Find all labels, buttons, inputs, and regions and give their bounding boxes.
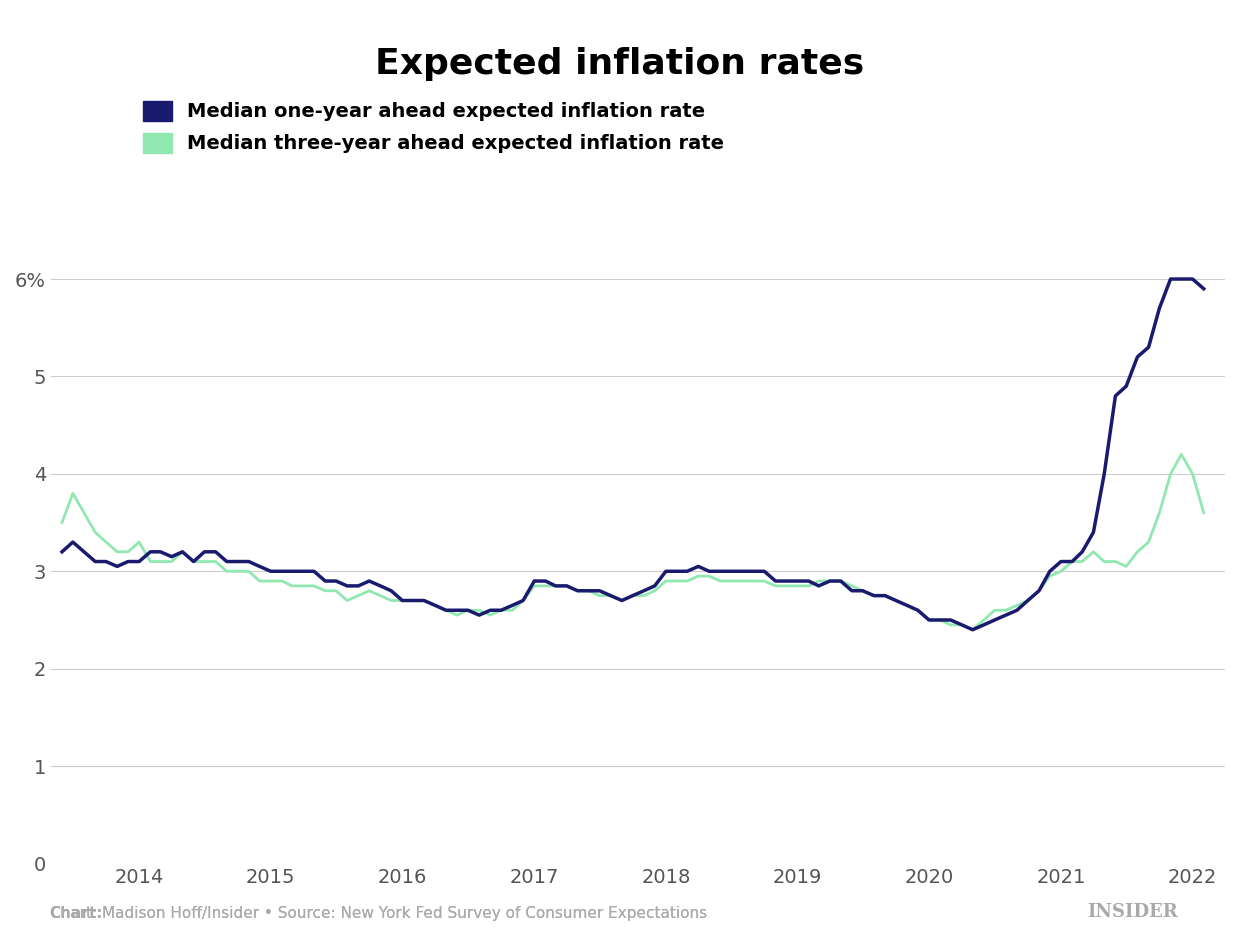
Legend: Median one-year ahead expected inflation rate, Median three-year ahead expected : Median one-year ahead expected inflation… [143,101,724,153]
Text: Chart: Madison Hoff/Insider • Source: New York Fed Survey of Consumer Expectatio: Chart: Madison Hoff/Insider • Source: Ne… [50,906,707,921]
Text: Chart: Madison Hoff/Insider • Source: New York Fed Survey of Consumer Expectatio: Chart: Madison Hoff/Insider • Source: Ne… [50,906,707,921]
Text: Chart:: Chart: [50,906,103,921]
Text: INSIDER: INSIDER [1087,903,1178,921]
Text: Expected inflation rates: Expected inflation rates [376,47,864,81]
